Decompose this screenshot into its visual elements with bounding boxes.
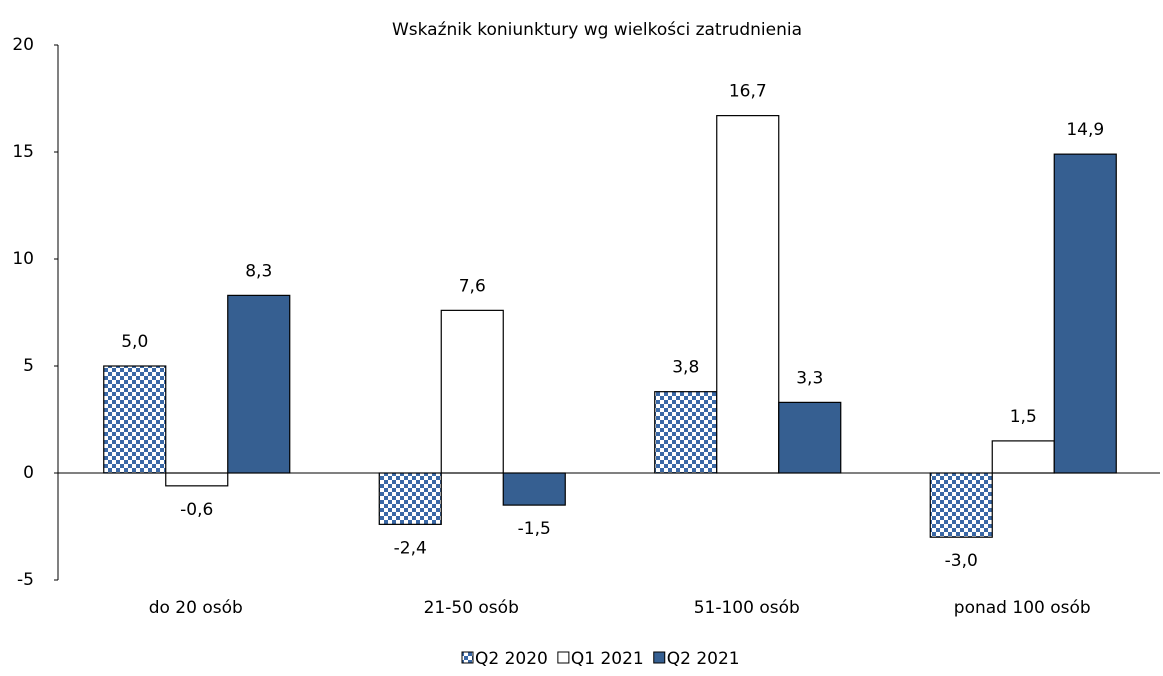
x-tick-label: 51-100 osób	[694, 598, 800, 618]
bar	[502, 472, 566, 506]
value-label: 1,5	[1010, 407, 1037, 427]
y-tick-label: 10	[12, 249, 34, 269]
value-label: 7,6	[459, 276, 486, 296]
value-label: -3,0	[945, 551, 978, 571]
bar	[654, 391, 718, 474]
bar	[378, 472, 442, 525]
bar	[716, 115, 780, 474]
value-label: 8,3	[245, 261, 272, 281]
chart-title: Wskaźnik koniunktury wg wielkości zatrud…	[392, 20, 802, 40]
bar	[991, 440, 1055, 474]
legend-swatch	[557, 651, 570, 664]
bar	[165, 472, 229, 487]
value-label: 3,3	[796, 368, 823, 388]
legend-label: Q1 2021	[571, 649, 644, 669]
value-label: 5,0	[121, 332, 148, 352]
bar	[440, 309, 504, 474]
legend-label: Q2 2021	[667, 649, 740, 669]
y-tick-label: 15	[12, 142, 34, 162]
y-tick-label: 20	[12, 35, 34, 55]
value-label: 3,8	[672, 358, 699, 378]
legend-swatch	[461, 651, 474, 664]
bar	[103, 365, 167, 474]
bar	[929, 472, 993, 538]
y-tick-label: -5	[17, 570, 34, 590]
value-label: 16,7	[729, 82, 767, 102]
x-tick-label: ponad 100 osób	[954, 598, 1091, 618]
bar	[227, 294, 291, 474]
y-tick-label: 5	[23, 356, 34, 376]
y-tick-label: 0	[23, 463, 34, 483]
value-label: -1,5	[518, 519, 551, 539]
bar	[1053, 153, 1117, 474]
value-label: -2,4	[394, 538, 427, 558]
x-tick-label: do 20 osób	[149, 598, 243, 618]
value-label: 14,9	[1066, 120, 1104, 140]
x-tick-label: 21-50 osób	[424, 598, 519, 618]
legend-label: Q2 2020	[475, 649, 548, 669]
legend-swatch	[653, 651, 666, 664]
value-label: -0,6	[180, 500, 213, 520]
bar	[778, 401, 842, 474]
